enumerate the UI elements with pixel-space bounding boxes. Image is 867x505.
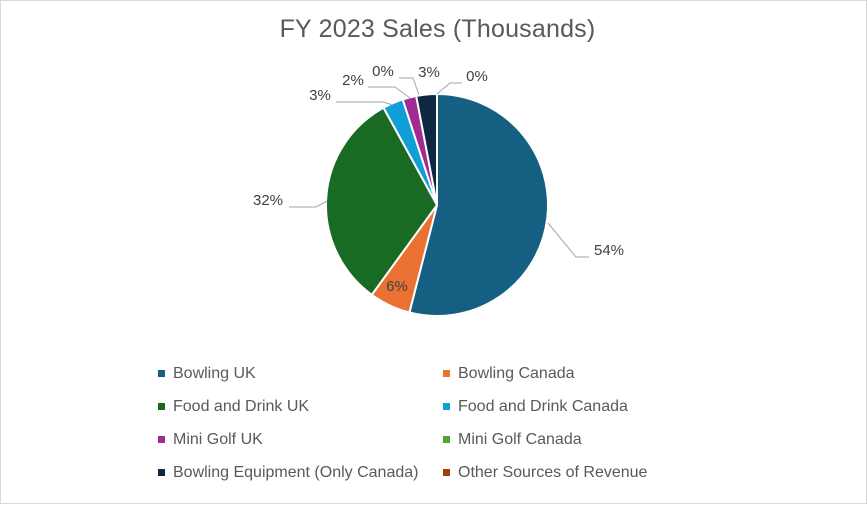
legend-label: Food and Drink UK [173, 397, 310, 415]
chart-legend: Bowling UK Bowling Canada Food and Drink U… [158, 363, 718, 483]
legend-label: Mini Golf UK [173, 430, 263, 448]
leader-line [336, 101, 394, 106]
data-label: 0% [372, 63, 394, 80]
legend-item: Bowling Equipment (Only Canada) [158, 462, 443, 483]
leader-line [289, 200, 328, 208]
leader-line [547, 222, 589, 258]
pie-slices [325, 92, 549, 317]
legend-label: Other Sources of Revenue [458, 463, 648, 481]
pie-slice-bowling-equipment-only-canada [415, 92, 438, 206]
data-label: 0% [466, 68, 488, 85]
legend-swatch [443, 436, 450, 443]
legend-swatch [158, 469, 165, 476]
leader-line [368, 86, 411, 99]
data-labels: 54% 6% 32% 3% 2% 0% 3% 0% [253, 63, 624, 295]
data-label: 32% [253, 192, 283, 209]
legend-item: Other Sources of Revenue [443, 462, 718, 483]
pie-slice-bowling-uk [408, 92, 549, 317]
legend-swatch [158, 403, 165, 410]
pie-slice-food-and-drink-uk [325, 106, 439, 297]
legend-swatch [158, 370, 165, 377]
chart-title: FY 2023 Sales (Thousands) [279, 15, 596, 43]
legend-swatch [158, 436, 165, 443]
legend-label: Bowling UK [173, 364, 256, 382]
legend-label: Food and Drink Canada [458, 397, 628, 415]
leader-lines [289, 77, 589, 258]
legend-item: Bowling UK [158, 363, 443, 384]
legend-item: Mini Golf UK [158, 429, 443, 450]
legend-item: Food and Drink UK [158, 396, 443, 417]
legend-swatch [443, 403, 450, 410]
data-label: 3% [418, 64, 440, 81]
data-label: 54% [594, 242, 624, 259]
legend-label: Mini Golf Canada [458, 430, 582, 448]
legend-item: Bowling Canada [443, 363, 718, 384]
leader-line [436, 82, 462, 95]
legend-label: Bowling Equipment (Only Canada) [173, 463, 419, 481]
data-label: 2% [342, 72, 364, 89]
data-label: 3% [309, 87, 331, 104]
legend-swatch [443, 469, 450, 476]
legend-item: Food and Drink Canada [443, 396, 718, 417]
legend-item: Mini Golf Canada [443, 429, 718, 450]
data-label: 6% [386, 278, 408, 295]
leader-line [399, 77, 420, 96]
legend-swatch [443, 370, 450, 377]
legend-label: Bowling Canada [458, 364, 575, 382]
